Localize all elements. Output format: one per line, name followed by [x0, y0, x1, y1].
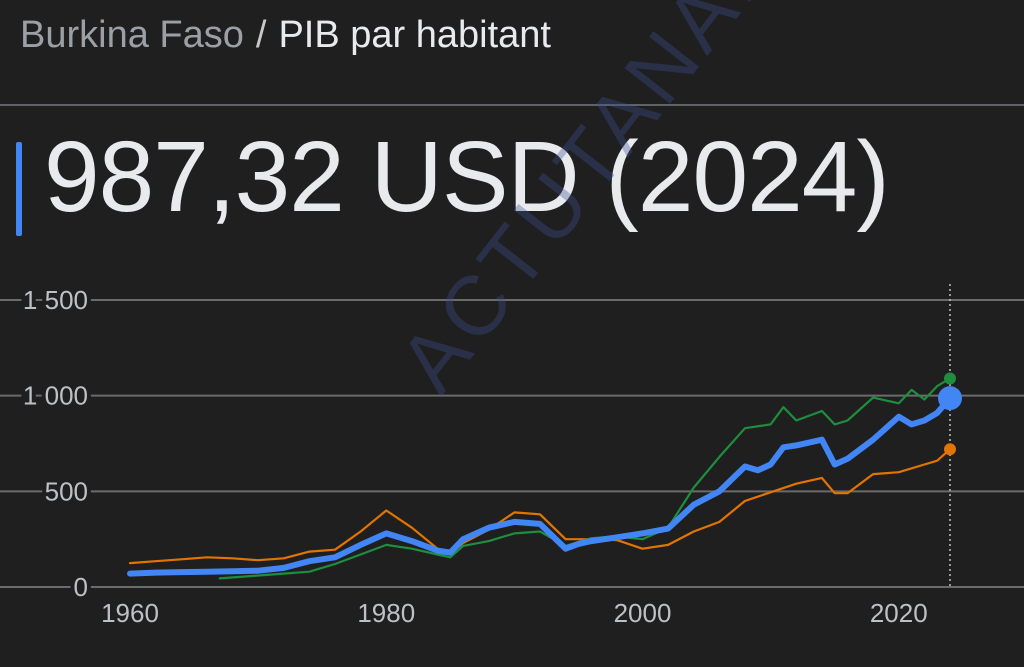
chart-x-axis: 1960 1980 2000 2020: [101, 598, 928, 628]
gdp-line-chart[interactable]: 0 500 1 000 1 500 1960 1980 2000 2020: [0, 270, 1024, 630]
y-tick-label: 1 000: [23, 381, 88, 411]
series-end-point-0[interactable]: [944, 443, 956, 456]
series-end-point-1[interactable]: [944, 372, 956, 385]
breadcrumb-country[interactable]: Burkina Faso: [20, 14, 244, 56]
x-tick-label: 2020: [870, 598, 928, 628]
breadcrumb-separator: /: [255, 14, 267, 56]
series-end-point-2[interactable]: [938, 386, 962, 411]
series-line-2: [127, 395, 953, 577]
series-line-0: [128, 448, 952, 565]
y-tick-label: 500: [45, 476, 88, 506]
header-divider: [0, 104, 1024, 106]
y-tick-label: 1 500: [23, 285, 88, 315]
chart-end-markers[interactable]: [938, 372, 962, 456]
chart-grid: 0 500 1 000 1 500: [0, 281, 1024, 606]
series-line-1: [218, 377, 952, 580]
value-accent-bar: [16, 142, 22, 236]
breadcrumb: Burkina Faso / PIB par habitant: [20, 14, 551, 57]
x-tick-label: 2000: [614, 598, 672, 628]
chart-series: [127, 377, 953, 580]
headline-value-text: 987,32 USD (2024): [44, 121, 890, 233]
breadcrumb-metric: PIB par habitant: [278, 14, 551, 56]
x-tick-label: 1980: [357, 598, 415, 628]
y-tick-label: 0: [74, 572, 88, 602]
x-tick-label: 1960: [101, 598, 159, 628]
